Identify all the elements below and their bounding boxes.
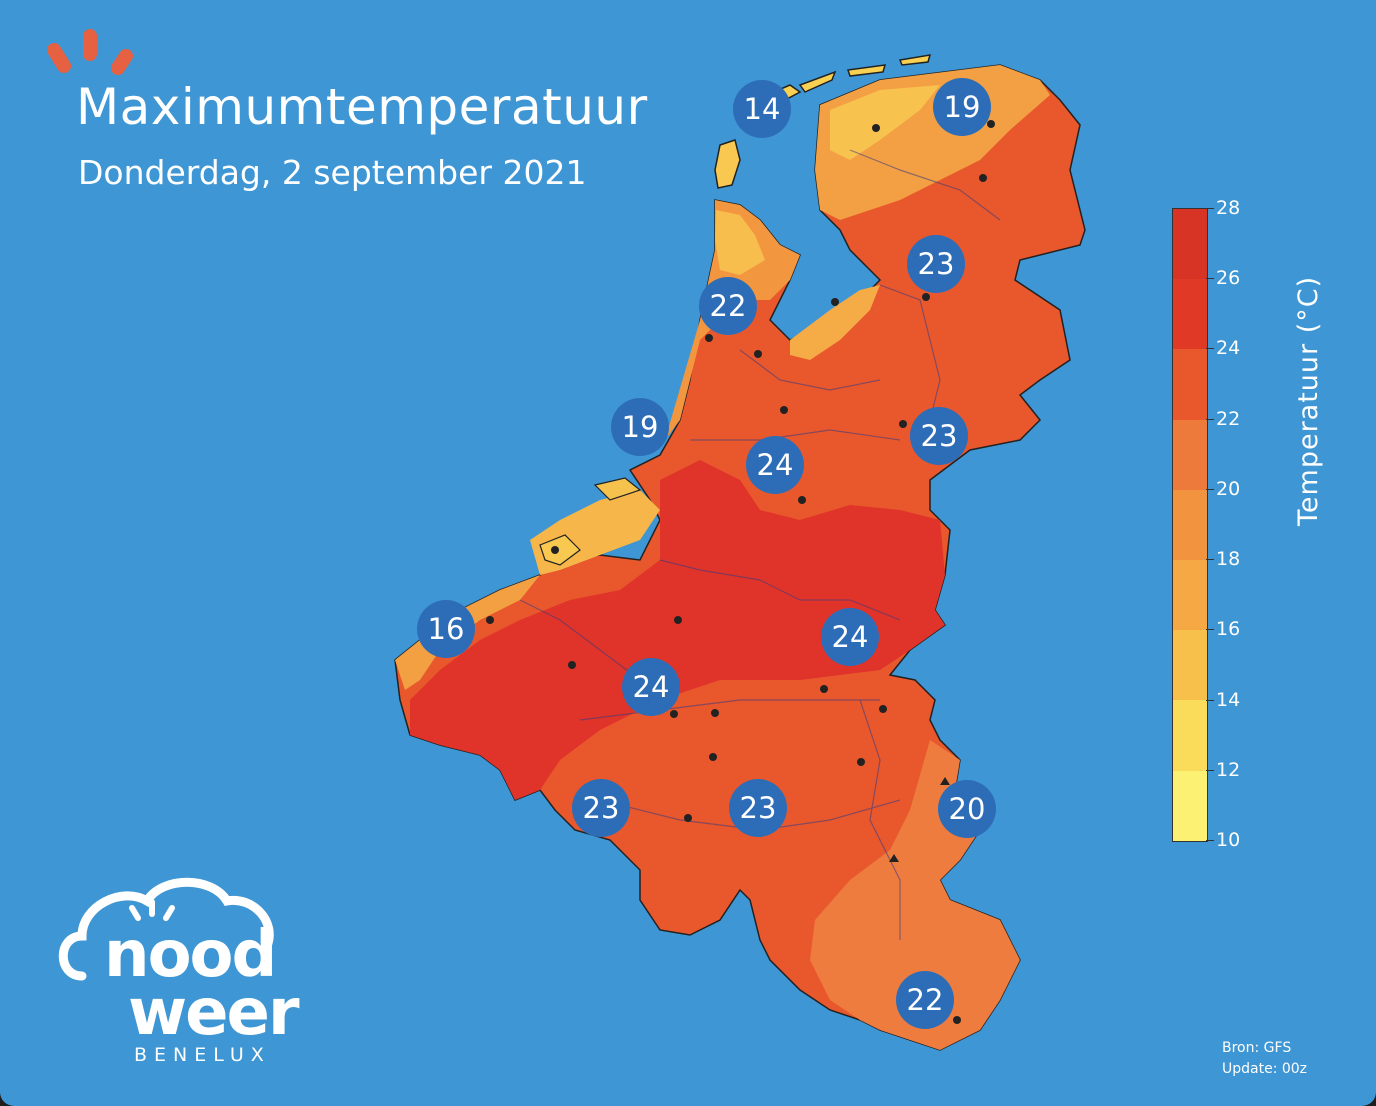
logo-word-weer: weer — [128, 976, 299, 1050]
city-dot — [754, 350, 762, 358]
colorbar-band — [1173, 630, 1207, 701]
city-dot — [674, 616, 682, 624]
colorbar-band — [1173, 489, 1207, 560]
island-schiermonnikoog — [898, 54, 932, 66]
page-title: Maximumtemperatuur — [76, 78, 648, 136]
colorbar-tick-label: 16 — [1216, 618, 1241, 640]
land-hot-core — [410, 460, 945, 800]
colorbar-band — [1173, 700, 1207, 771]
colorbar-tick-label: 20 — [1216, 478, 1241, 500]
land-flevo-cool — [790, 285, 880, 360]
page-subtitle: Donderdag, 2 september 2021 — [78, 153, 587, 192]
land-nh-coolest — [715, 210, 765, 275]
colorbar-band — [1173, 559, 1207, 631]
colorbar-band — [1173, 419, 1207, 490]
city-dot — [879, 705, 887, 713]
city-dot — [831, 298, 839, 306]
colorbar-band — [1173, 770, 1207, 841]
city-dot — [705, 334, 713, 342]
island-ameland — [847, 64, 887, 77]
colorbar-tick-label: 12 — [1216, 759, 1241, 781]
colorbar-tick-label: 10 — [1216, 829, 1241, 851]
city-dot — [568, 661, 576, 669]
colorbar-tick-label: 26 — [1216, 267, 1241, 289]
city-dot — [709, 753, 717, 761]
cloud-logo-icon — [58, 877, 274, 981]
city-dot — [670, 710, 678, 718]
source-bron: Bron: GFS — [1222, 1040, 1292, 1056]
colorbar-tick-label: 28 — [1216, 197, 1241, 219]
colorbar-tick — [1206, 348, 1214, 349]
peak-markers — [889, 777, 950, 862]
colorbar-tick-label: 22 — [1216, 408, 1241, 430]
city-dot — [486, 616, 494, 624]
temp-bubble-namur: 23 — [729, 779, 787, 837]
land-coast-cool — [395, 575, 540, 690]
colorbar — [1172, 208, 1208, 842]
city-dot — [899, 420, 907, 428]
source-update: Update: 00z — [1222, 1061, 1308, 1077]
city-dot — [780, 406, 788, 414]
sun-rays-icon — [47, 29, 133, 75]
city-dot — [953, 1016, 961, 1024]
temp-bubble-hainaut: 23 — [572, 779, 630, 837]
colorbar-tick — [1206, 770, 1214, 771]
colorbar-tick — [1206, 278, 1214, 279]
temp-bubble-ardennes: 20 — [938, 780, 996, 838]
temp-bubble-groningen: 19 — [933, 78, 991, 136]
city-dot — [711, 709, 719, 717]
colorbar-tick-label: 18 — [1216, 548, 1241, 570]
temp-bubble-drenthe: 23 — [907, 235, 965, 293]
city-dots — [486, 120, 995, 1024]
city-dot — [872, 124, 880, 132]
colorbar-band — [1173, 349, 1207, 420]
colorbar-tick-label: 14 — [1216, 689, 1241, 711]
colorbar-tick — [1206, 629, 1214, 630]
temp-bubble-utrecht: 24 — [746, 436, 804, 494]
colorbar-tick — [1206, 700, 1214, 701]
temp-bubble-limburg: 24 — [821, 608, 879, 666]
colorbar-tick — [1206, 208, 1214, 209]
land-nh-cool — [665, 200, 800, 440]
island-walcheren — [539, 534, 581, 566]
peak-marker — [940, 777, 950, 785]
logo-word-nood: nood — [104, 918, 277, 992]
colorbar-title: Temperatuur (°C) — [1293, 275, 1324, 526]
temp-bubble-gelderland: 23 — [910, 407, 968, 465]
temp-bubble-zuid-holland: 19 — [611, 398, 669, 456]
city-dot — [857, 758, 865, 766]
colorbar-tick — [1206, 419, 1214, 420]
temp-bubble-texel: 14 — [733, 80, 791, 138]
city-dot — [979, 174, 987, 182]
colorbar-tick — [1206, 559, 1214, 560]
peak-marker — [889, 854, 899, 862]
temp-bubble-luxembourg: 22 — [896, 971, 954, 1029]
city-dot — [684, 814, 692, 822]
colorbar-band — [1173, 209, 1207, 280]
city-dot — [551, 546, 559, 554]
island-terschelling — [798, 70, 837, 93]
colorbar-tick — [1206, 840, 1214, 841]
logo-word-benelux: BENELUX — [134, 1044, 271, 1066]
colorbar-tick-label: 24 — [1216, 337, 1241, 359]
temp-bubble-flanders-coast: 16 — [417, 600, 475, 658]
island-schouwen — [593, 477, 642, 501]
island-texel — [714, 139, 741, 189]
temp-bubble-noord-holland: 22 — [699, 277, 757, 335]
colorbar-band — [1173, 279, 1207, 350]
land-north-coolest — [830, 85, 940, 160]
city-dot — [922, 293, 930, 301]
temp-bubble-flanders: 24 — [622, 658, 680, 716]
city-dot — [987, 120, 995, 128]
city-dot — [798, 496, 806, 504]
city-dot — [820, 685, 828, 693]
colorbar-tick — [1206, 489, 1214, 490]
source-note: Bron: GFS Update: 00z — [1222, 1038, 1307, 1080]
